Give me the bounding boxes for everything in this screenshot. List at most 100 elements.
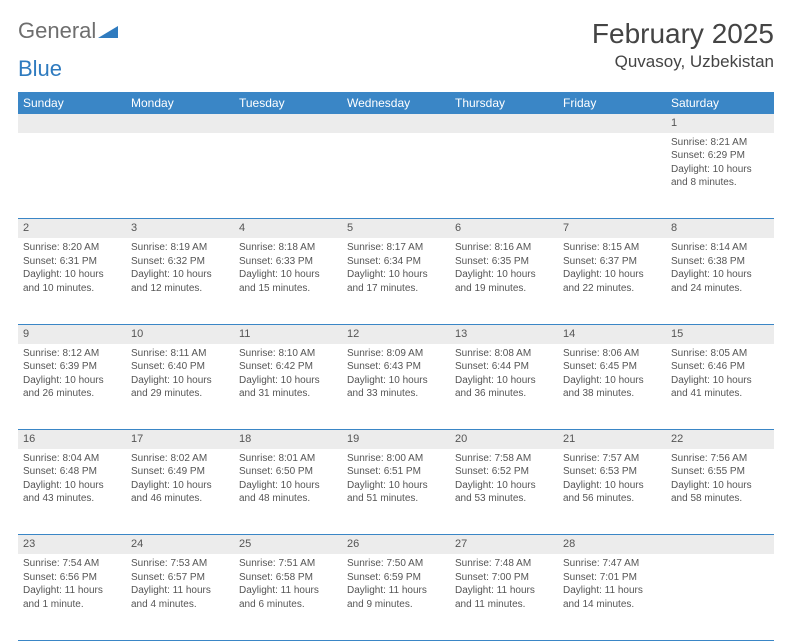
cell-day2: and 36 minutes. (455, 387, 553, 401)
day-number: 28 (558, 535, 666, 554)
cell-sunset: Sunset: 6:55 PM (671, 465, 769, 479)
cell-day2: and 11 minutes. (455, 598, 553, 612)
day-header: Wednesday (342, 92, 450, 114)
cell-sunset: Sunset: 6:37 PM (563, 255, 661, 269)
cell-sunset: Sunset: 6:52 PM (455, 465, 553, 479)
day-number: 23 (18, 535, 126, 554)
day-header: Monday (126, 92, 234, 114)
day-number-row: 2345678 (18, 219, 774, 238)
cell-day2: and 46 minutes. (131, 492, 229, 506)
cell-sunset: Sunset: 6:44 PM (455, 360, 553, 374)
cell-sunset: Sunset: 6:56 PM (23, 571, 121, 585)
day-header: Tuesday (234, 92, 342, 114)
cell-sunset: Sunset: 6:59 PM (347, 571, 445, 585)
day-number: 11 (234, 324, 342, 343)
day-number (234, 114, 342, 133)
cell-day1: Daylight: 11 hours (239, 584, 337, 598)
day-number: 13 (450, 324, 558, 343)
cell-sunrise: Sunrise: 7:58 AM (455, 452, 553, 466)
day-number: 12 (342, 324, 450, 343)
cell-day1: Daylight: 10 hours (671, 268, 769, 282)
day-number-row: 232425262728 (18, 535, 774, 554)
day-number: 17 (126, 430, 234, 449)
day-header: Thursday (450, 92, 558, 114)
day-cell: Sunrise: 7:47 AMSunset: 7:01 PMDaylight:… (558, 554, 666, 640)
cell-sunset: Sunset: 6:42 PM (239, 360, 337, 374)
day-cell: Sunrise: 7:48 AMSunset: 7:00 PMDaylight:… (450, 554, 558, 640)
cell-sunrise: Sunrise: 8:08 AM (455, 347, 553, 361)
cell-day1: Daylight: 10 hours (455, 479, 553, 493)
day-number: 18 (234, 430, 342, 449)
day-cell: Sunrise: 7:53 AMSunset: 6:57 PMDaylight:… (126, 554, 234, 640)
cell-day2: and 29 minutes. (131, 387, 229, 401)
day-number-row: 9101112131415 (18, 324, 774, 343)
day-content-row: Sunrise: 8:04 AMSunset: 6:48 PM Daylight:… (18, 449, 774, 535)
day-cell: Sunrise: 8:10 AMSunset: 6:42 PMDaylight:… (234, 344, 342, 430)
cell-day1: Daylight: 10 hours (239, 268, 337, 282)
cell-sunrise: Sunrise: 7:54 AM (23, 557, 121, 571)
cell-day1: Daylight: 10 hours (671, 374, 769, 388)
day-cell: Sunrise: 8:14 AMSunset: 6:38 PMDaylight:… (666, 238, 774, 324)
day-cell: Sunrise: 8:11 AMSunset: 6:40 PMDaylight:… (126, 344, 234, 430)
cell-sunset: Sunset: 6:39 PM (23, 360, 121, 374)
day-number: 16 (18, 430, 126, 449)
day-content-row: Sunrise: 8:12 AMSunset: 6:39 PMDaylight:… (18, 344, 774, 430)
cell-day1: Daylight: 10 hours (131, 268, 229, 282)
cell-day2: and 51 minutes. (347, 492, 445, 506)
cell-sunset: Sunset: 6:49 PM (131, 465, 229, 479)
cell-sunset: Sunset: 6:38 PM (671, 255, 769, 269)
cell-sunset: Sunset: 6:50 PM (239, 465, 337, 479)
cell-day1: Daylight: 10 hours (563, 479, 661, 493)
day-cell: Sunrise: 7:58 AMSunset: 6:52 PMDaylight:… (450, 449, 558, 535)
day-number: 5 (342, 219, 450, 238)
day-number: 22 (666, 430, 774, 449)
cell-day1: Daylight: 10 hours (23, 268, 121, 282)
cell-sunrise: Sunrise: 8:18 AM (239, 241, 337, 255)
day-number: 9 (18, 324, 126, 343)
cell-day2: and 17 minutes. (347, 282, 445, 296)
logo-word2: Blue (18, 56, 774, 82)
cell-sunrise: Sunrise: 8:00 AM (347, 452, 445, 466)
day-cell: Sunrise: 7:51 AMSunset: 6:58 PMDaylight:… (234, 554, 342, 640)
day-number (558, 114, 666, 133)
cell-day1: Daylight: 10 hours (671, 163, 769, 177)
day-content-row: Sunrise: 8:21 AMSunset: 6:29 PMDaylight:… (18, 133, 774, 219)
day-number (18, 114, 126, 133)
cell-sunset: Sunset: 6:35 PM (455, 255, 553, 269)
day-header: Friday (558, 92, 666, 114)
cell-day1: Daylight: 10 hours (455, 374, 553, 388)
day-number: 15 (666, 324, 774, 343)
cell-day2: and 41 minutes. (671, 387, 769, 401)
day-number (342, 114, 450, 133)
cell-day2: and 43 minutes. (23, 492, 121, 506)
cell-sunrise: Sunrise: 8:06 AM (563, 347, 661, 361)
day-cell: Sunrise: 8:20 AMSunset: 6:31 PMDaylight:… (18, 238, 126, 324)
cell-sunset: Sunset: 6:48 PM (23, 465, 121, 479)
day-cell: Sunrise: 8:16 AMSunset: 6:35 PMDaylight:… (450, 238, 558, 324)
day-number: 3 (126, 219, 234, 238)
cell-sunrise: Sunrise: 8:04 AM (23, 452, 121, 466)
cell-sunset: Sunset: 7:01 PM (563, 571, 661, 585)
day-cell (342, 133, 450, 219)
day-cell: Sunrise: 8:06 AMSunset: 6:45 PMDaylight:… (558, 344, 666, 430)
day-number-row: 1 (18, 114, 774, 133)
logo: General (18, 18, 118, 44)
cell-sunrise: Sunrise: 7:56 AM (671, 452, 769, 466)
cell-sunset: Sunset: 6:53 PM (563, 465, 661, 479)
cell-day2: and 12 minutes. (131, 282, 229, 296)
cell-sunrise: Sunrise: 8:11 AM (131, 347, 229, 361)
day-number (666, 535, 774, 554)
day-number-row: 16171819202122 (18, 430, 774, 449)
cell-day2: and 33 minutes. (347, 387, 445, 401)
cell-sunrise: Sunrise: 7:51 AM (239, 557, 337, 571)
cell-sunset: Sunset: 6:45 PM (563, 360, 661, 374)
day-number (126, 114, 234, 133)
cell-day1: Daylight: 10 hours (563, 374, 661, 388)
cell-day2: and 8 minutes. (671, 176, 769, 190)
cell-day1: Daylight: 10 hours (563, 268, 661, 282)
cell-day2: and 19 minutes. (455, 282, 553, 296)
day-content-row: Sunrise: 8:20 AMSunset: 6:31 PMDaylight:… (18, 238, 774, 324)
day-number: 20 (450, 430, 558, 449)
cell-sunrise: Sunrise: 8:19 AM (131, 241, 229, 255)
logo-word1: General (18, 18, 96, 44)
